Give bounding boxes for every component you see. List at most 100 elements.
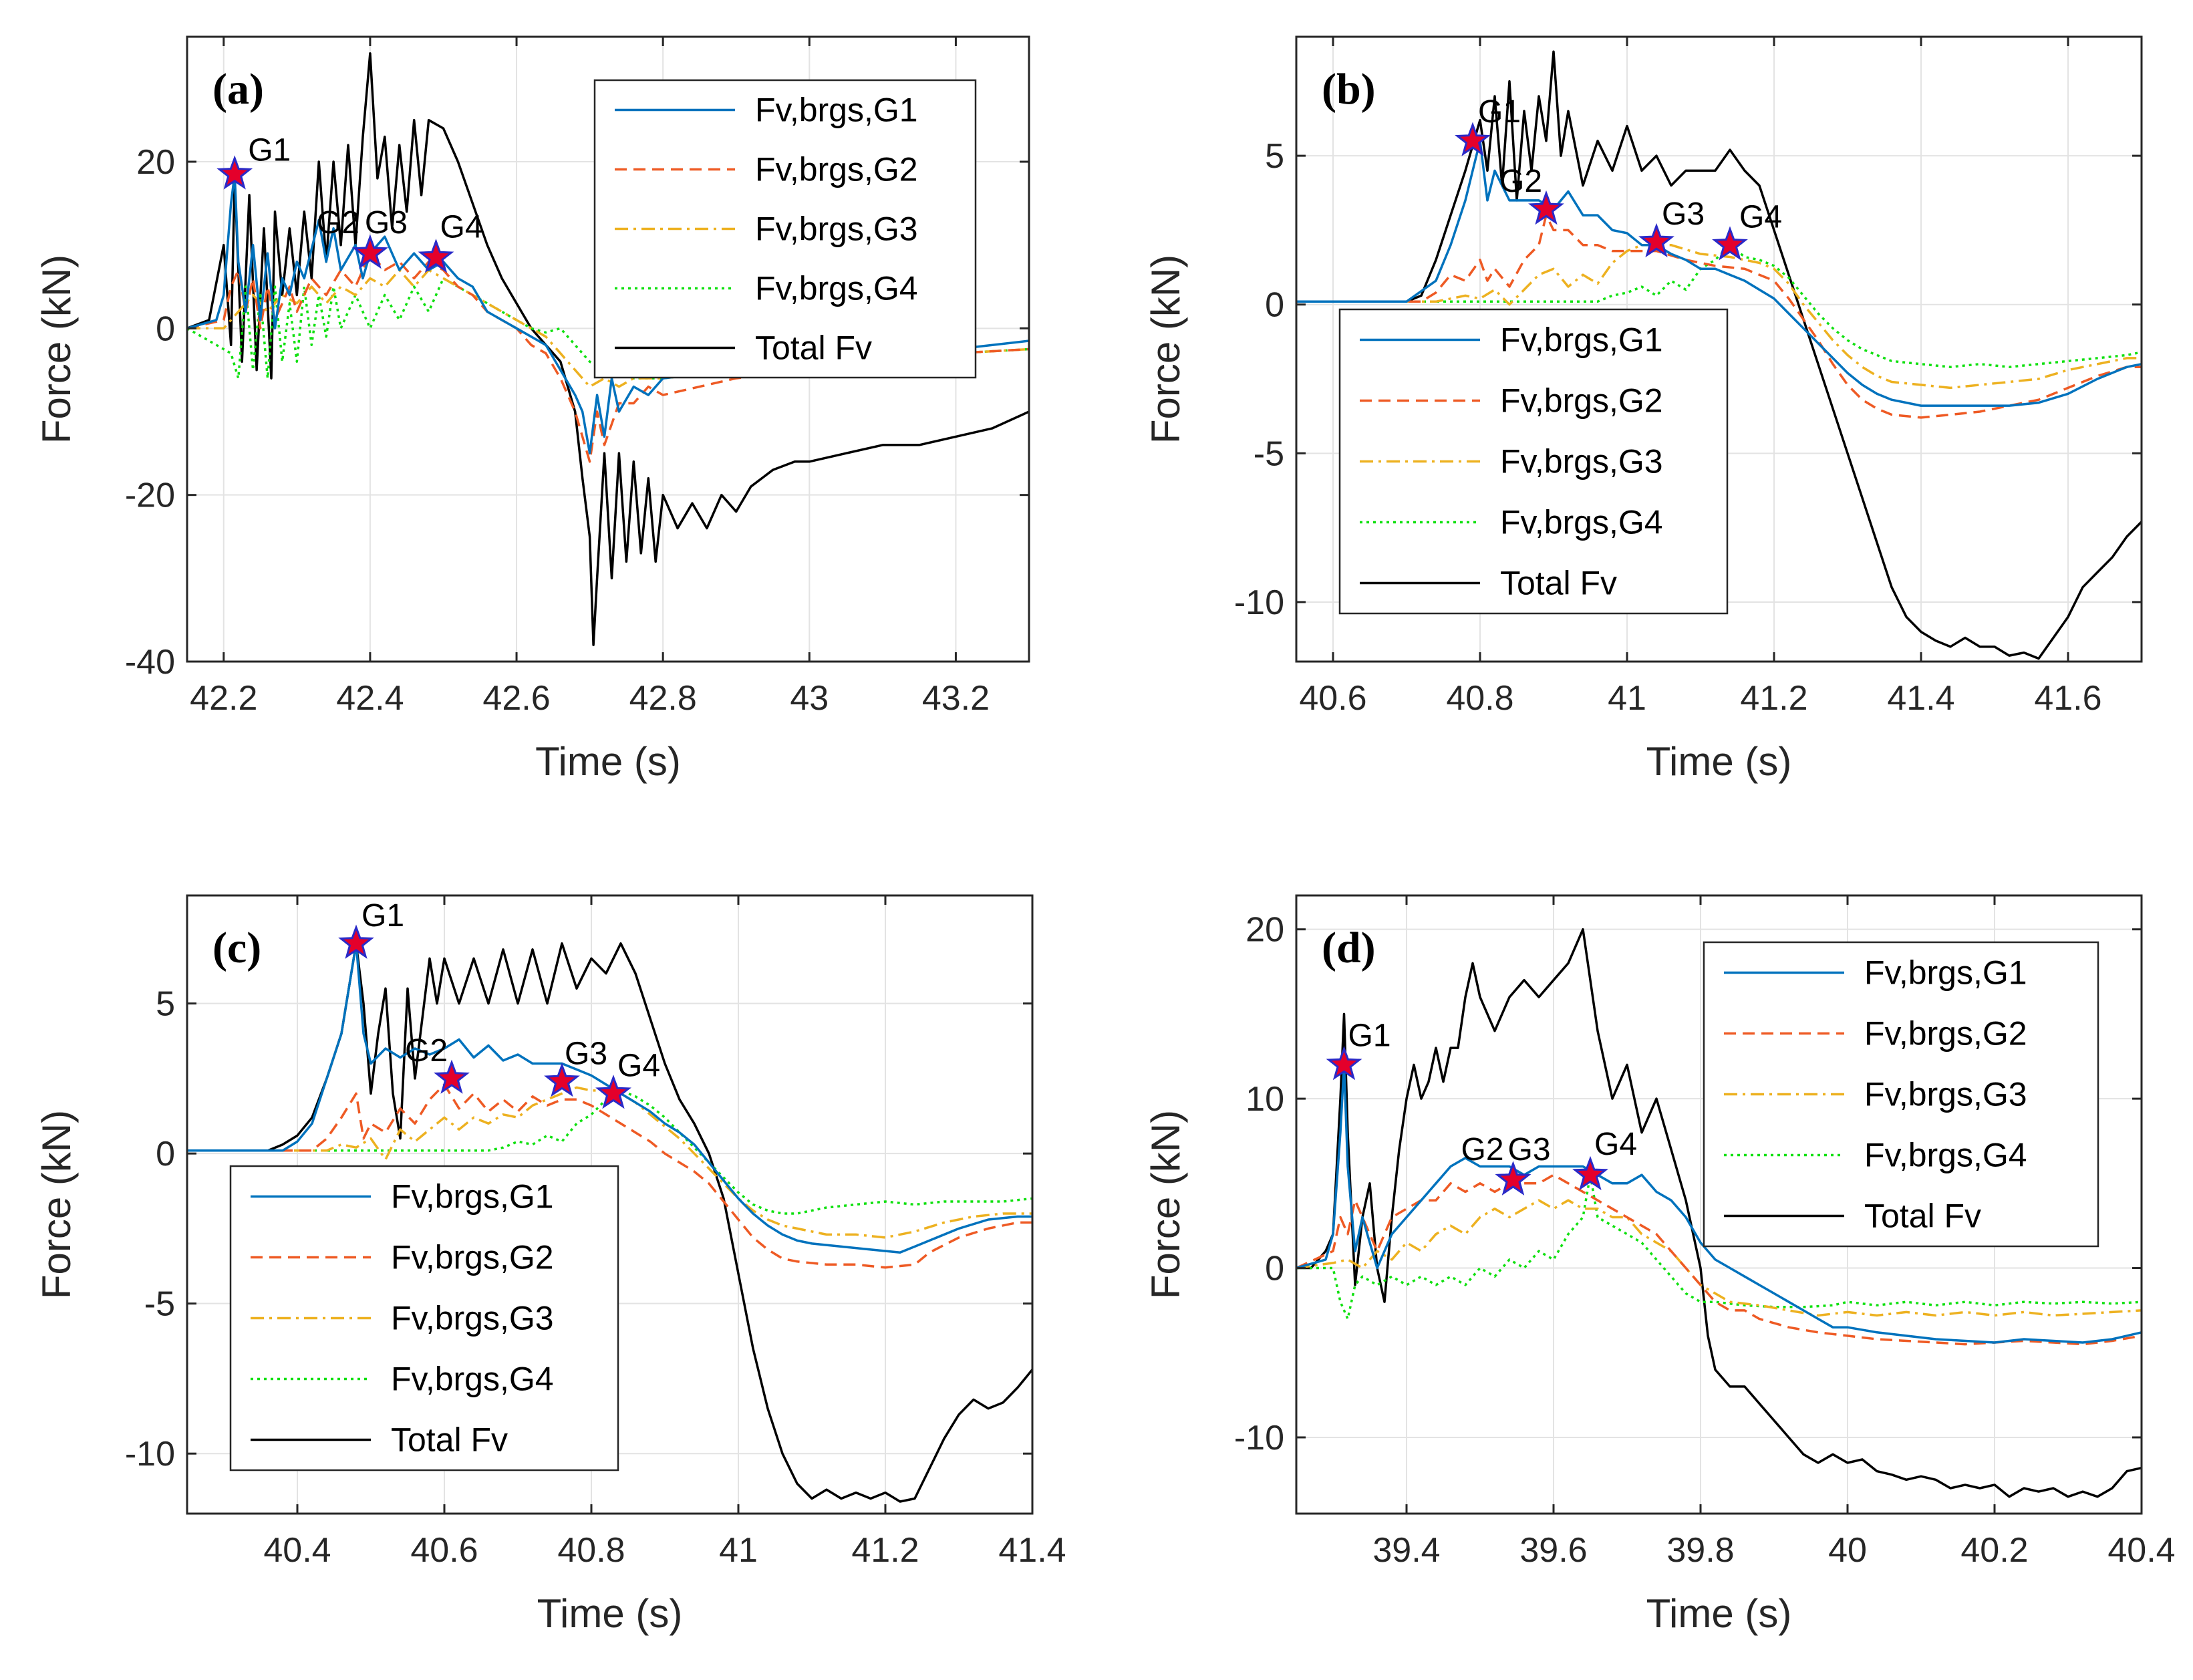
x-tick-label: 43.2 xyxy=(922,679,990,718)
series-line-g4 xyxy=(187,277,1029,380)
legend-label-total: Total Fv xyxy=(755,329,872,367)
x-tick-label: 40.4 xyxy=(2107,1531,2175,1570)
series-line-total xyxy=(187,52,1029,646)
legend-label-g2: Fv,brgs,G2 xyxy=(1500,382,1663,420)
legend-label-g1: Fv,brgs,G1 xyxy=(755,92,918,129)
legend-label-g1: Fv,brgs,G1 xyxy=(391,1178,554,1216)
x-tick-label: 40.8 xyxy=(557,1531,625,1570)
x-tick-label: 41.4 xyxy=(998,1531,1066,1570)
y-tick-label: 20 xyxy=(1246,911,1284,950)
series-line-g2 xyxy=(187,252,1029,463)
marker-label-g4: G4 xyxy=(1594,1127,1637,1162)
x-tick-label: 39.6 xyxy=(1519,1531,1587,1570)
y-axis-label: Force (kN) xyxy=(34,1110,79,1299)
y-tick-label: -5 xyxy=(1254,434,1284,473)
legend-label-g1: Fv,brgs,G1 xyxy=(1864,954,2027,992)
marker-label-g1: G1 xyxy=(361,898,404,934)
x-tick-label: 43 xyxy=(790,679,829,718)
marker-label-g3: G3 xyxy=(365,205,408,241)
star-marker-g1 xyxy=(1326,1046,1362,1081)
x-tick-label: 41 xyxy=(719,1531,758,1570)
chart-panel-b: G1 G2 G3 G4 40.6 40.8 41 41.2 41.4 41.6 -10 -5 0 5 Tim… xyxy=(1143,35,2143,784)
x-tick-label: 39.4 xyxy=(1372,1531,1440,1570)
axes-box xyxy=(1295,35,2143,663)
star-marker-g4 xyxy=(418,239,454,273)
marker-label-g2: G2 xyxy=(1499,164,1542,199)
x-tick-label: 40.4 xyxy=(263,1531,331,1570)
legend-label-g4: Fv,brgs,G4 xyxy=(1500,504,1663,541)
legend-label-g3: Fv,brgs,G3 xyxy=(1864,1076,2027,1113)
x-tick-label: 42.8 xyxy=(629,679,697,718)
legend-box xyxy=(593,79,977,379)
marker-label-g4: G4 xyxy=(617,1048,660,1083)
legend: Fv,brgs,G1 Fv,brgs,G2 Fv,brgs,G3 Fv,brgs,G4… xyxy=(1338,308,1729,615)
marker-label-g2: G2 xyxy=(1461,1132,1504,1167)
legend: Fv,brgs,G1 Fv,brgs,G2 Fv,brgs,G3 Fv,brgs,G4… xyxy=(593,79,977,379)
panel-label: (d) xyxy=(1322,924,1376,972)
axes-box xyxy=(186,35,1030,663)
y-axis-label: Force (kN) xyxy=(34,255,79,444)
star-marker-g4 xyxy=(1712,226,1748,261)
x-tick-label: 41.2 xyxy=(1740,679,1807,718)
series-line-total xyxy=(1296,928,2142,1498)
axes-box xyxy=(1295,894,2143,1515)
x-axis-label: Time (s) xyxy=(1646,739,1792,784)
y-axis-label: Force (kN) xyxy=(1143,1110,1188,1299)
star-marker-g4 xyxy=(1572,1155,1608,1191)
legend-label-total: Total Fv xyxy=(391,1421,508,1459)
series-line-total xyxy=(187,942,1032,1503)
x-tick-label: 41.2 xyxy=(851,1531,919,1570)
legend-label-g2: Fv,brgs,G2 xyxy=(391,1239,554,1276)
marker-label-g3: G3 xyxy=(565,1036,607,1071)
x-tick-label: 42.6 xyxy=(482,679,550,718)
marker-label-g3: G3 xyxy=(1508,1132,1551,1167)
series-line-g3 xyxy=(1296,243,2142,390)
series-group xyxy=(1296,928,2142,1498)
panel-label: (c) xyxy=(212,924,261,972)
marker-label-g3: G3 xyxy=(1662,196,1705,232)
star-marker-g1 xyxy=(216,155,253,190)
y-tick-label: 20 xyxy=(136,143,175,182)
marker-label-g4: G4 xyxy=(440,209,483,245)
y-tick-label: 5 xyxy=(156,985,175,1024)
chart-panel-a: G1 G2 G3 G4 42.2 42.4 42.6 42.8 43 43.2 -40 -20 0 20 T… xyxy=(34,35,1030,784)
star-marker-g4 xyxy=(595,1075,631,1109)
legend-label-g4: Fv,brgs,G4 xyxy=(1864,1137,2027,1174)
y-tick-label: -10 xyxy=(1234,1419,1284,1457)
y-tick-label: -10 xyxy=(125,1435,175,1474)
legend-label-g4: Fv,brgs,G4 xyxy=(755,270,918,307)
legend: Fv,brgs,G1 Fv,brgs,G2 Fv,brgs,G3 Fv,brgs,G4… xyxy=(1703,941,2099,1248)
x-tick-label: 41 xyxy=(1608,679,1646,718)
star-marker-g3 xyxy=(1638,223,1674,258)
legend-label-g2: Fv,brgs,G2 xyxy=(1864,1015,2027,1053)
panel-label: (a) xyxy=(212,65,264,114)
legend-box xyxy=(1338,308,1729,615)
x-tick-label: 41.4 xyxy=(1887,679,1954,718)
y-tick-label: -5 xyxy=(144,1285,175,1324)
star-marker-g3 xyxy=(351,234,388,269)
star-marker-g1 xyxy=(1455,122,1491,156)
series-line-g2 xyxy=(1296,214,2142,419)
legend-label-g3: Fv,brgs,G3 xyxy=(391,1300,554,1337)
x-tick-label: 40.8 xyxy=(1446,679,1513,718)
y-tick-label: -10 xyxy=(1234,583,1284,622)
y-tick-label: 0 xyxy=(1265,1250,1284,1288)
star-marker-g3 xyxy=(1495,1161,1531,1196)
x-axis-label: Time (s) xyxy=(537,1591,683,1636)
legend-label-g2: Fv,brgs,G2 xyxy=(755,151,918,188)
panel-label: (b) xyxy=(1322,65,1376,114)
y-tick-label: 0 xyxy=(156,1135,175,1173)
x-tick-label: 40.2 xyxy=(1960,1531,2028,1570)
marker-label-g1: G1 xyxy=(1348,1018,1391,1053)
star-marker-g2 xyxy=(434,1059,470,1094)
marker-label-g1: G1 xyxy=(248,133,291,168)
x-tick-label: 40 xyxy=(1828,1531,1867,1570)
y-axis-label: Force (kN) xyxy=(1143,255,1188,444)
x-tick-label: 40.6 xyxy=(410,1531,478,1570)
star-marker-g2 xyxy=(1528,190,1564,225)
legend-label-g4: Fv,brgs,G4 xyxy=(391,1361,554,1398)
x-tick-label: 39.8 xyxy=(1666,1531,1734,1570)
legend-label-total: Total Fv xyxy=(1864,1198,1981,1235)
y-tick-label: -20 xyxy=(125,476,175,515)
